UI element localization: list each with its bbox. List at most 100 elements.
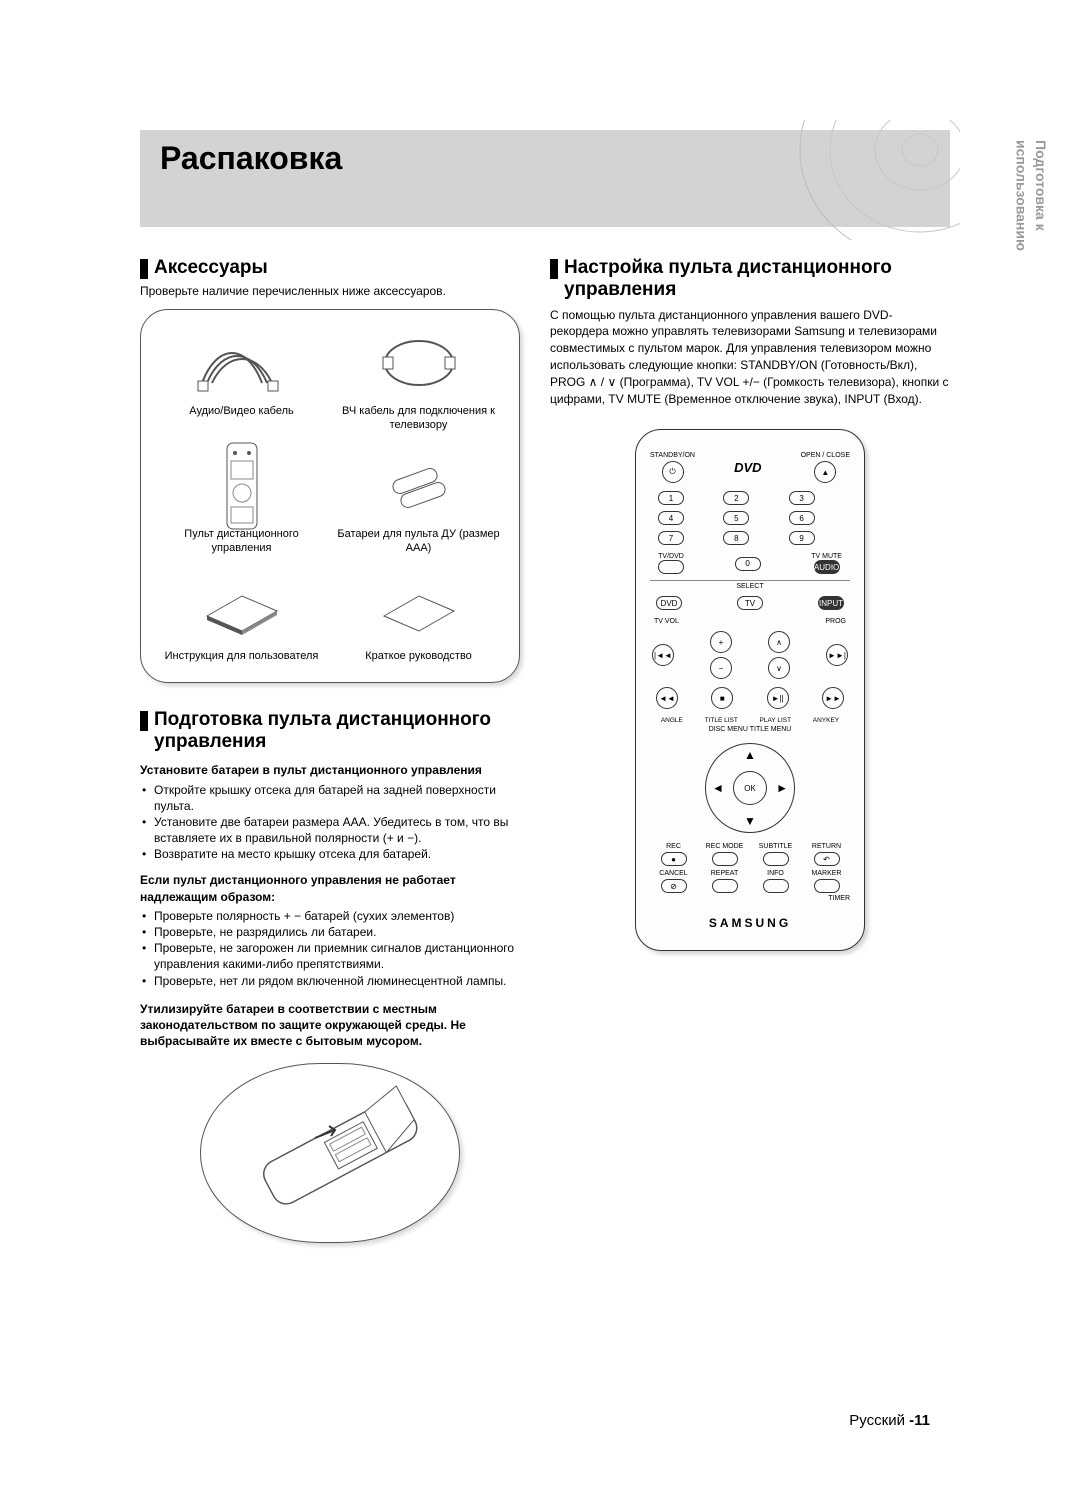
accessory-label: Аудио/Видео кабель <box>189 404 294 418</box>
titlelist-label: TITLE LIST <box>705 717 738 724</box>
accessory-label: Батареи для пульта ДУ (размер AAA) <box>336 527 501 556</box>
marker-label: MARKER <box>812 870 842 877</box>
batteries-icon <box>369 451 469 521</box>
accessories-box: Аудио/Видео кабель ВЧ кабель для подключ… <box>140 309 520 682</box>
tv-dvd-button-icon <box>658 560 684 574</box>
troubleshoot-title: Если пульт дистанционного управления не … <box>140 872 520 904</box>
info-button-icon <box>763 879 789 893</box>
cancel-button-icon: ⊘ <box>661 879 687 893</box>
numpad-key: 6 <box>789 511 815 525</box>
eject-button-icon: ▲ <box>814 461 836 483</box>
av-cable-icon <box>192 328 292 398</box>
numpad-key: 8 <box>723 531 749 545</box>
subtitle-button-icon <box>763 852 789 866</box>
vol-down-icon: − <box>710 657 732 679</box>
select-tv-button: TV <box>737 596 763 610</box>
forward-icon: ►► <box>822 687 844 709</box>
bottom-button-grid: REC● REC MODE SUBTITLE RETURN↶ CANCEL⊘ R… <box>650 843 850 893</box>
standby-label: STANDBY/ON <box>650 452 695 459</box>
numpad-key: 0 <box>735 557 761 571</box>
vol-up-icon: + <box>710 631 732 653</box>
anykey-label: ANYKEY <box>813 717 839 724</box>
disc-watermark <box>740 120 960 240</box>
install-bullets: Откройте крышку отсека для батарей на за… <box>140 782 520 863</box>
numpad-key: 2 <box>723 491 749 505</box>
stop-icon: ■ <box>711 687 733 709</box>
numpad-key: 7 <box>658 531 684 545</box>
dpad-up-icon: ▲ <box>744 748 756 762</box>
page-footer: Русский -11 <box>849 1412 930 1429</box>
curved-labels: ANGLE TITLE LIST PLAY LIST ANYKEY <box>650 717 850 724</box>
menu-labels: DISC MENU TITLE MENU <box>650 726 850 733</box>
audio-button: AUDIO <box>814 560 840 574</box>
list-item: Проверьте, не загорожен ли приемник сигн… <box>154 940 520 972</box>
list-item: Проверьте полярность + − батарей (сухих … <box>154 908 520 924</box>
side-tab-line2: использованию <box>1013 140 1029 251</box>
next-track-icon: ►►| <box>826 644 848 666</box>
accessory-item: Аудио/Видео кабель <box>159 328 324 433</box>
right-column: Настройка пульта дистанционного управлен… <box>550 257 950 1243</box>
troubleshoot-bullets: Проверьте полярность + − батарей (сухих … <box>140 908 520 989</box>
list-item: Установите две батареи размера AAA. Убед… <box>154 814 520 846</box>
rec-button-icon: ● <box>661 852 687 866</box>
select-dvd-button: DVD <box>656 596 682 610</box>
footer-lang: Русский <box>849 1412 905 1429</box>
tv-dvd-label: TV/DVD <box>658 553 684 560</box>
repeat-label: REPEAT <box>711 870 739 877</box>
numpad-key: 5 <box>723 511 749 525</box>
numpad-key: 1 <box>658 491 684 505</box>
accessories-heading: Аксессуары <box>154 257 268 279</box>
accessory-item: Краткое руководство <box>336 573 501 663</box>
timer-label: TIMER <box>650 895 850 902</box>
repeat-button-icon <box>712 879 738 893</box>
select-input-button: INPUT <box>818 596 844 610</box>
page-content: Распаковка Аксессуары Проверьте наличие … <box>140 130 950 1243</box>
setup-heading: Настройка пульта дистанционного управлен… <box>564 257 950 301</box>
install-title: Установите батареи в пульт дистанционног… <box>140 762 520 778</box>
accessory-item: Пульт дистанционного управления <box>159 451 324 556</box>
recmode-label: REC MODE <box>706 843 744 850</box>
accessory-item: Инструкция для пользователя <box>159 573 324 663</box>
accessory-label: Инструкция для пользователя <box>165 649 319 663</box>
dispose-text: Утилизируйте батареи в соответствии с ме… <box>140 1001 520 1050</box>
dpad-right-icon: ► <box>776 781 788 795</box>
accessory-item: ВЧ кабель для подключения к телевизору <box>336 328 501 433</box>
rewind-icon: ◄◄ <box>656 687 678 709</box>
section-bar-icon <box>140 259 148 279</box>
setup-paragraph: С помощью пульта дистанционного управлен… <box>550 307 950 408</box>
remote-control-diagram: STANDBY/ON ⏻ DVD OPEN / CLOSE ▲ 1 2 3 4 … <box>635 429 865 951</box>
accessory-label: ВЧ кабель для подключения к телевизору <box>336 404 501 433</box>
subtitle-label: SUBTITLE <box>759 843 792 850</box>
ok-button: OK <box>733 771 767 805</box>
playlist-label: PLAY LIST <box>760 717 792 724</box>
open-close-label: OPEN / CLOSE <box>801 452 850 459</box>
accessory-label: Пульт дистанционного управления <box>159 527 324 556</box>
select-label: SELECT <box>650 580 850 590</box>
side-section-tab: Подготовка к использованию <box>1011 140 1050 251</box>
return-label: RETURN <box>812 843 841 850</box>
dpad-down-icon: ▼ <box>744 814 756 828</box>
section-bar-icon <box>550 259 558 279</box>
dpad: ▲ ◄ ► ▼ OK <box>705 743 795 833</box>
numpad-key: 4 <box>658 511 684 525</box>
return-button-icon: ↶ <box>814 852 840 866</box>
prev-track-icon: |◄◄ <box>652 644 674 666</box>
rec-label: REC <box>666 843 681 850</box>
standby-button-icon: ⏻ <box>662 461 684 483</box>
list-item: Проверьте, нет ли рядом включенной люмин… <box>154 973 520 989</box>
prog-down-icon: ∨ <box>768 657 790 679</box>
remote-icon <box>192 451 292 521</box>
list-item: Проверьте, не разрядились ли батареи. <box>154 924 520 940</box>
rf-cable-icon <box>369 328 469 398</box>
left-column: Аксессуары Проверьте наличие перечисленн… <box>140 257 520 1243</box>
title-band: Распаковка <box>140 130 950 227</box>
list-item: Откройте крышку отсека для батарей на за… <box>154 782 520 814</box>
numpad: 1 2 3 4 5 6 7 8 9 <box>658 491 842 545</box>
prog-up-icon: ∧ <box>768 631 790 653</box>
prepare-heading: Подготовка пульта дистанционного управле… <box>154 709 520 753</box>
accessory-label: Краткое руководство <box>365 649 472 663</box>
dpad-left-icon: ◄ <box>712 781 724 795</box>
side-tab-line1: Подготовка к <box>1033 140 1049 231</box>
numpad-key: 3 <box>789 491 815 505</box>
accessory-item: Батареи для пульта ДУ (размер AAA) <box>336 451 501 556</box>
